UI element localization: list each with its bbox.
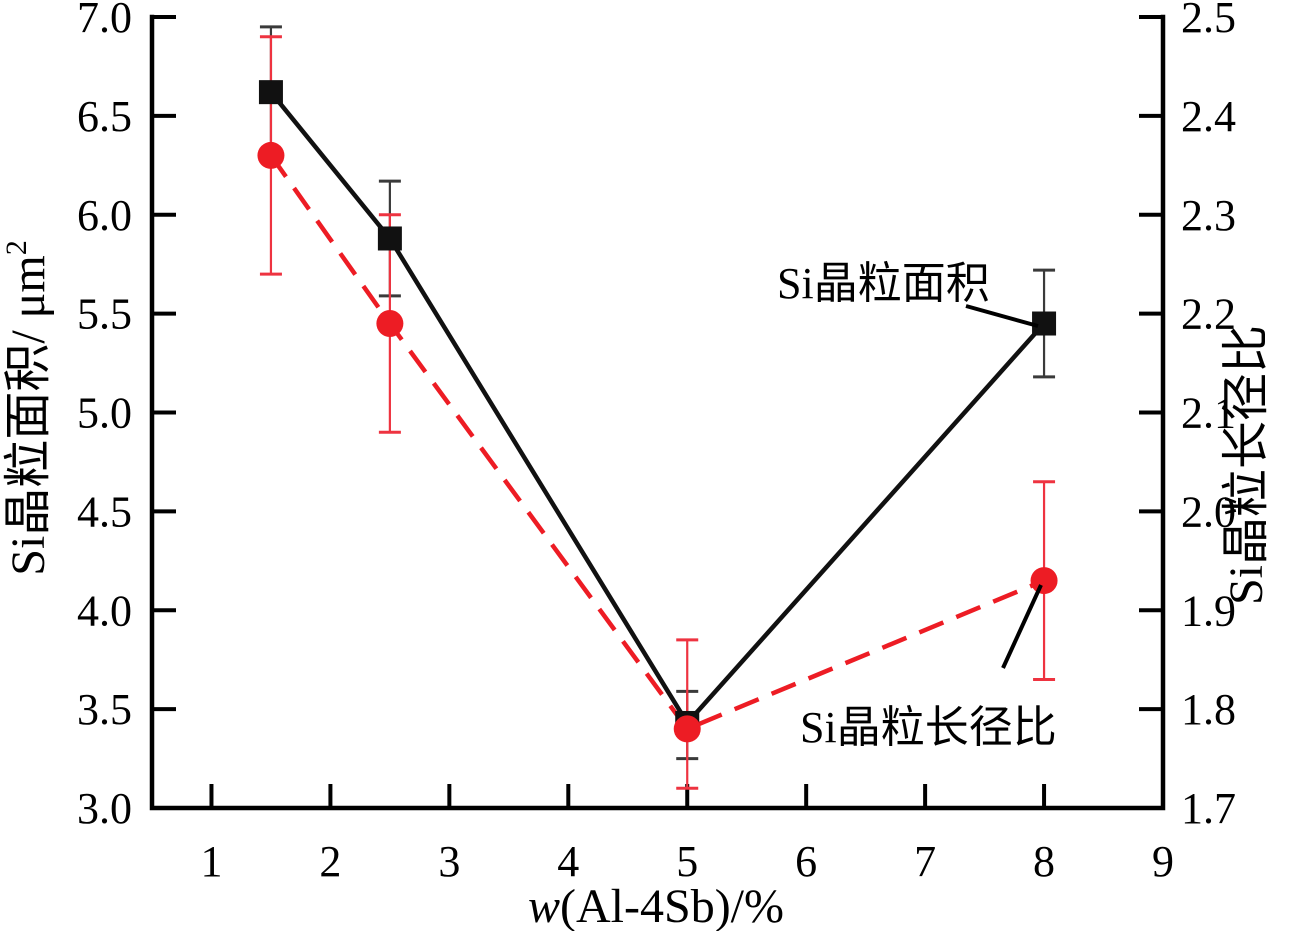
marker-square	[258, 80, 283, 105]
marker-circle	[257, 141, 285, 169]
x-tick-label: 1	[200, 837, 222, 886]
left-tick-label: 3.5	[77, 685, 132, 734]
annotations-group: Si晶粒面积 Si晶粒长径比	[777, 259, 1057, 752]
series-lines-group	[269, 90, 1046, 732]
right-tick-label: 2.0	[1181, 487, 1236, 536]
x-tick-label: 8	[1033, 837, 1055, 886]
marker-circle	[673, 715, 701, 743]
x-tick-label: 7	[914, 837, 936, 886]
left-tick-label: 5.0	[77, 389, 132, 438]
x-tick-label: 4	[557, 837, 579, 886]
x-axis-title: w(Al-4Sb)/%	[528, 880, 784, 931]
left-tick-label: 4.0	[77, 586, 132, 635]
annotation-label: Si晶粒长径比	[800, 703, 1057, 752]
right-tick-label: 2.4	[1181, 92, 1236, 141]
x-tick-label: 5	[676, 837, 698, 886]
right-tick-label: 1.7	[1181, 784, 1236, 833]
left-tick-label: 6.0	[77, 191, 132, 240]
x-tick-label: 9	[1152, 837, 1174, 886]
x-tick-label: 2	[319, 837, 341, 886]
right-tick-label: 1.8	[1181, 685, 1236, 734]
markers-group	[257, 80, 1058, 743]
right-axis-title: Si晶粒长径比	[1220, 325, 1273, 605]
series-line-solid	[269, 90, 1046, 727]
x-tick-label: 6	[795, 837, 817, 886]
marker-square	[377, 226, 402, 251]
right-tick-label: 1.9	[1181, 586, 1236, 635]
x-tick-label: 3	[438, 837, 460, 886]
marker-circle	[376, 310, 404, 338]
left-tick-label: 4.5	[77, 487, 132, 536]
left-tick-label: 7.0	[77, 0, 132, 42]
ticks-group	[152, 15, 1165, 810]
right-tick-label: 2.5	[1181, 0, 1236, 42]
tick-labels-group: 1 2 3 4 5 6 7 8 9 3.0 3.5 4.0 4.5 5.0 5.5 6.0 6.5 7.0 1.7 1…	[77, 0, 1236, 886]
left-tick-label: 5.5	[77, 290, 132, 339]
right-tick-label: 2.1	[1181, 389, 1236, 438]
marker-circle	[1030, 567, 1058, 595]
annotation-leader-line	[965, 304, 1039, 328]
annotation-leader-line	[1001, 584, 1043, 669]
series-line-dashed	[269, 154, 1045, 732]
left-axis-title: Si晶粒面积/ μm2	[0, 240, 55, 575]
annotation-label: Si晶粒面积	[777, 259, 990, 308]
axis-titles-group: w(Al-4Sb)/% Si晶粒面积/ μm2 Si晶粒长径比	[0, 240, 1273, 931]
left-tick-label: 6.5	[77, 92, 132, 141]
left-tick-label: 3.0	[77, 784, 132, 833]
right-tick-label: 2.3	[1181, 191, 1236, 240]
right-tick-label: 2.2	[1181, 290, 1236, 339]
